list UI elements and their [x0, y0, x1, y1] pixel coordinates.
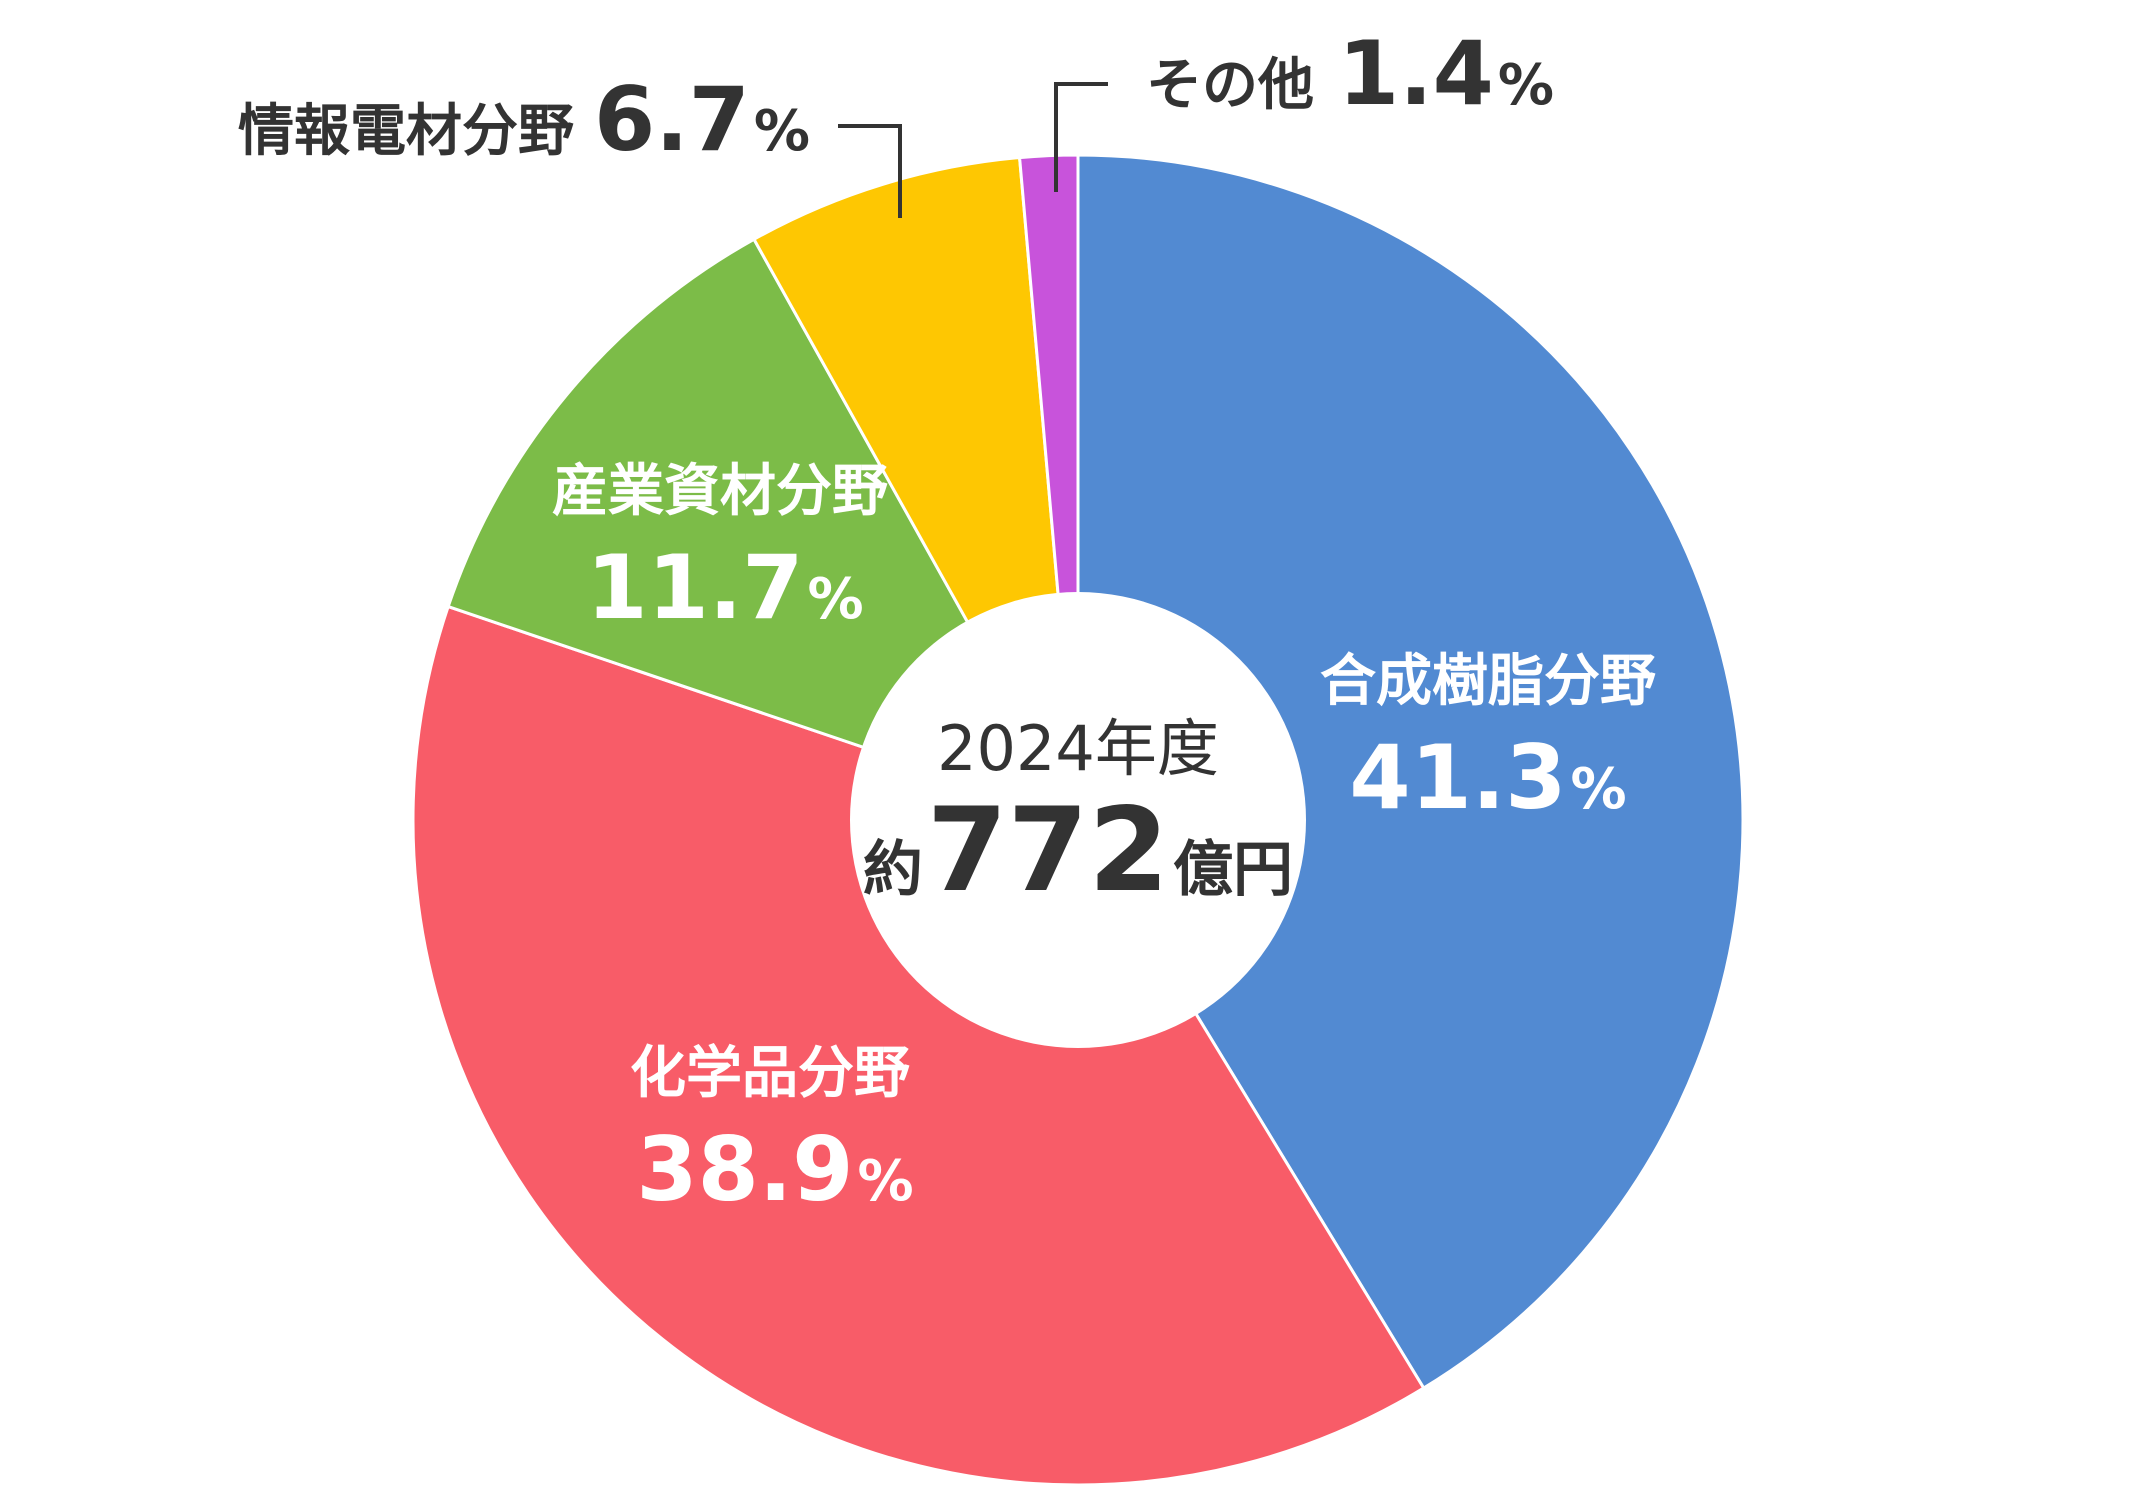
slices-group [411, 153, 1745, 1487]
center-year-label: 2024年度 [937, 712, 1219, 785]
slice-value-sangyo: 11.7% [586, 536, 863, 639]
slice-value-joho: 情報電材分野 6.7% [238, 68, 810, 171]
label-group-kagaku: 化学品分野 38.9% [630, 1041, 914, 1221]
leader-line-joho [838, 124, 902, 218]
label-group-gousei: 合成樹脂分野 41.3% [1320, 649, 1656, 829]
slice-label-sangyo: 産業資材分野 [552, 459, 888, 524]
slice-value-other: その他 1.4% [1146, 22, 1554, 125]
slice-gousei [1076, 153, 1745, 1391]
label-group-sangyo: 産業資材分野 11.7% [552, 459, 888, 639]
slice-value-gousei: 41.3% [1349, 726, 1626, 829]
slice-label-gousei: 合成樹脂分野 [1320, 649, 1656, 714]
slice-label-kagaku: 化学品分野 [630, 1041, 910, 1106]
leader-line-other [1054, 82, 1108, 192]
center-total: 約772億円 [863, 783, 1293, 918]
slice-value-kagaku: 38.9% [636, 1118, 913, 1221]
slice-kagaku [411, 604, 1426, 1487]
donut-hole [850, 592, 1306, 1048]
